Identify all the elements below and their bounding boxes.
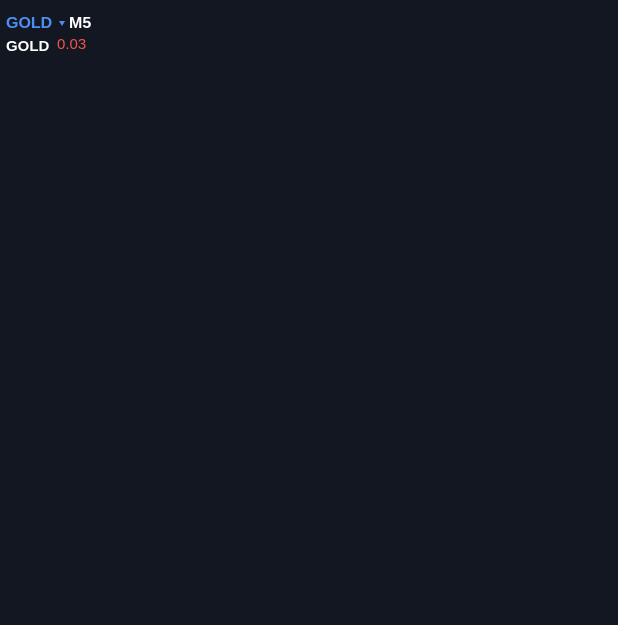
dropdown-icon[interactable] <box>59 21 65 26</box>
change: 0.03 <box>57 36 86 53</box>
subtitle: GOLD <box>6 38 49 55</box>
timeframe[interactable]: M5 <box>69 15 91 32</box>
symbol[interactable]: GOLD <box>6 15 52 32</box>
